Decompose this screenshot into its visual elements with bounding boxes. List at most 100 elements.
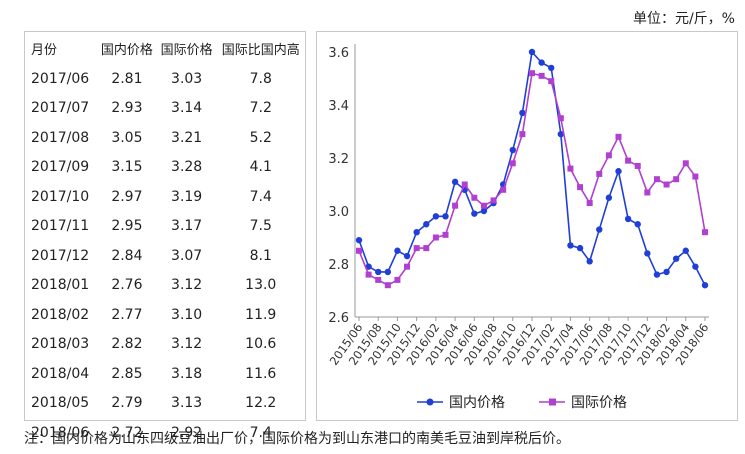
y-tick-label: 3.0	[328, 205, 349, 220]
footnote: 注：国内价格为山东四级豆油出厂价，国际价格为到山东港口的南美毛豆油到岸税后价。	[24, 431, 570, 447]
data-point	[548, 78, 555, 85]
table-row: 2018/01 2.76 3.12 13.0	[25, 271, 305, 301]
data-point	[538, 59, 545, 66]
data-point	[577, 184, 584, 191]
data-point	[480, 207, 488, 215]
table-cell: 2018/02	[31, 306, 90, 323]
data-point	[624, 215, 632, 223]
data-point	[673, 176, 680, 183]
table-cell: 3.28	[171, 159, 203, 176]
table-header-cell: 国际比国内高	[221, 42, 300, 58]
table-cell: 2.97	[111, 188, 143, 205]
price-table: 月份 国内价格 国际价格 国际比国内高 2017/06 2.81 3.03 7.8 2017/…	[25, 32, 305, 448]
data-point	[413, 229, 420, 236]
y-tick-label: 2.6	[328, 311, 349, 326]
table-cell: 2017/07	[31, 100, 90, 117]
data-point	[644, 250, 651, 257]
y-tick-label: 2.8	[328, 258, 349, 273]
data-point	[519, 109, 526, 117]
data-point	[634, 221, 641, 228]
table-cell: 2.76	[111, 277, 143, 294]
data-point	[394, 276, 401, 283]
table-cell: 2.82	[111, 336, 143, 353]
data-point	[567, 242, 574, 249]
table-cell: 2.84	[111, 247, 143, 264]
data-point	[509, 160, 516, 167]
table-cell: 3.18	[171, 365, 203, 382]
data-point	[404, 263, 411, 270]
table-cell: 2017/12	[31, 247, 90, 264]
table-cell: 13.0	[245, 277, 277, 294]
price-table-panel: 月份 国内价格 国际价格 国际比国内高 2017/06 2.81 3.03 7.8 2017/…	[24, 31, 306, 441]
data-point	[452, 202, 459, 209]
table-cell: 2017/08	[31, 129, 90, 146]
data-point	[605, 152, 612, 159]
table-cell: 12.2	[245, 395, 277, 412]
price-line-chart: 2.62.83.03.23.43.62015/062015/082015/102…	[327, 44, 711, 411]
table-cell: 2017/06	[31, 70, 90, 87]
data-point	[355, 236, 363, 244]
table-cell: 3.12	[171, 277, 203, 294]
data-point	[567, 165, 574, 172]
table-cell: 3.05	[111, 129, 143, 146]
table-cell: 2.92	[171, 424, 203, 441]
data-point	[682, 160, 689, 167]
data-point	[548, 64, 555, 72]
data-point	[557, 115, 564, 122]
table-cell: 3.13	[171, 395, 203, 412]
table-row: 2018/04 2.85 3.18 11.6	[25, 359, 305, 389]
data-point	[356, 247, 362, 254]
table-row: 2017/12 2.84 3.07 8.1	[25, 241, 305, 271]
table-cell: 2018/04	[31, 365, 90, 382]
table-cell: 2018/01	[31, 277, 90, 294]
table-cell: 11.9	[245, 306, 277, 323]
table-cell: 2.85	[111, 365, 143, 382]
data-point	[529, 70, 535, 77]
y-tick-label: 3.4	[328, 99, 349, 114]
data-point	[375, 268, 382, 276]
data-point	[692, 263, 699, 270]
table-row: 2017/09 3.15 3.28 4.1	[25, 153, 305, 183]
table-row: 2017/07 2.93 3.14 7.2	[25, 94, 305, 124]
data-point	[394, 247, 401, 254]
data-point	[375, 276, 382, 283]
data-point	[528, 48, 536, 56]
table-row: 2017/10 2.97 3.19 7.4	[25, 182, 305, 212]
table-cell: 3.12	[171, 336, 203, 353]
data-point	[634, 162, 641, 169]
data-point	[596, 226, 603, 233]
table-row: 2018/06 2.72 2.92 7.4	[25, 418, 305, 448]
chart-panel: 2.6 2.8 3.0 3.2 3.4 3.6 2015/06 2015/08 2015/10 2…	[316, 31, 738, 421]
table-cell: 2018/05	[31, 395, 90, 412]
data-point	[663, 268, 670, 276]
table-row: 2017/11 2.95 3.17 7.5	[25, 212, 305, 242]
data-point	[442, 213, 449, 220]
data-point	[471, 194, 478, 201]
data-point	[519, 131, 526, 138]
table-row: 2017/08 3.05 3.21 5.2	[25, 123, 305, 153]
data-point	[586, 200, 593, 207]
table-row: 2018/02 2.77 3.10 11.9	[25, 300, 305, 330]
table-row: 2017/06 2.81 3.03 7.8	[25, 64, 305, 94]
table-cell: 7.2	[249, 100, 272, 117]
table-cell: 8.1	[249, 247, 272, 264]
table-cell: 10.6	[245, 336, 277, 353]
data-point	[586, 258, 593, 265]
data-point	[490, 197, 497, 204]
table-cell: 3.19	[171, 188, 203, 205]
table-cell: 2017/09	[31, 159, 90, 176]
data-point	[423, 221, 430, 228]
table-cell: 7.4	[249, 424, 272, 441]
table-header-cell: 月份	[31, 42, 58, 58]
data-point	[692, 173, 699, 180]
table-cell: 3.15	[111, 159, 143, 176]
table-cell: 2018/03	[31, 336, 90, 353]
data-point	[432, 213, 440, 220]
table-cell: 2017/11	[31, 218, 90, 235]
table-header-row: 月份 国内价格 国际价格 国际比国内高	[25, 32, 305, 64]
table-cell: 2.77	[111, 306, 143, 323]
unit-label: 单位：元/斤，%	[632, 11, 735, 27]
y-tick-label: 3.2	[328, 152, 349, 167]
data-point	[403, 252, 411, 260]
data-point	[365, 271, 372, 278]
